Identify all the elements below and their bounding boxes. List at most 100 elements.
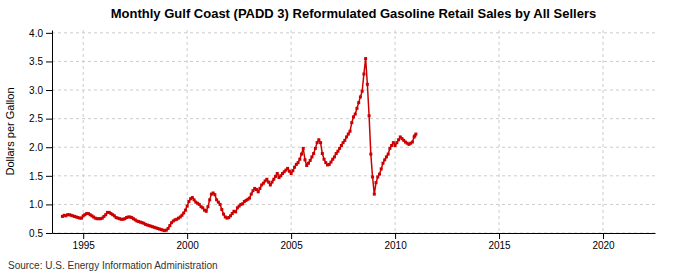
tick-mark [603,233,604,239]
tick-label: 2015 [488,240,511,251]
tick: 1995 [73,233,96,251]
marker [345,135,348,138]
marker [258,187,261,190]
tick-label: 3.0 [29,85,43,96]
marker [340,144,343,147]
marker [317,138,320,141]
tick-mark [46,61,52,62]
marker [208,198,211,201]
marker [347,133,350,136]
marker [376,175,379,178]
marker [168,224,171,227]
annotation: Source: U.S. Energy Information Administ… [8,260,218,271]
marker [385,155,388,158]
y-axis-title: Dollars per Gallon [4,87,16,175]
marker [387,153,390,156]
marker [350,121,353,124]
marker [300,153,303,156]
marker [271,181,274,184]
grid-line [395,30,396,233]
tick-mark [187,233,188,239]
marker [290,172,293,175]
marker [286,167,289,170]
marker [206,205,209,208]
marker [319,141,322,144]
marker [362,73,365,76]
grid-line [603,30,604,233]
tick: 1.5 [29,171,52,182]
tick-mark [46,147,52,148]
marker [250,193,253,196]
tick: 2.0 [29,142,52,153]
marker [394,144,397,147]
grid-line [52,90,655,91]
tick-label: 1.5 [29,171,43,182]
chart: 1995 2000 2005 2010 2015 2020 0.5 1.0 1.5 2.0 2.5 3… [0,0,675,275]
marker [361,90,364,93]
tick: 1.0 [29,199,52,210]
marker [303,158,306,161]
marker [274,175,277,178]
marker [323,158,326,161]
grid-line [52,233,655,234]
tick: 2020 [592,233,615,251]
marker [213,193,216,196]
marker [298,158,301,161]
marker [167,227,170,230]
marker [352,115,355,118]
marker [234,210,237,213]
tick-label: 3.5 [29,56,43,67]
line [62,59,415,231]
tick-label: 0.5 [29,228,43,239]
marker [307,162,310,165]
marker [395,141,398,144]
marker [310,155,313,158]
marker [390,144,393,147]
marker [309,159,312,162]
tick-label: 2.5 [29,113,43,124]
marker [219,203,222,206]
axis-line [52,31,53,234]
marker [182,211,185,214]
tick: 0.5 [29,228,52,239]
tick-label: 2005 [280,240,303,251]
marker [343,139,346,142]
marker [364,57,367,60]
marker [368,114,371,117]
marker [369,153,372,156]
tick: 4.0 [29,28,52,39]
grid-line [52,204,655,205]
marker [269,183,272,186]
tick: 2000 [177,233,200,251]
tick-mark [291,233,292,239]
marker [302,147,305,150]
tick: 3.0 [29,85,52,96]
tick-label: 1.0 [29,199,43,210]
tick-mark [395,233,396,239]
grid-line [52,175,655,176]
tick-mark [46,33,52,34]
marker [380,167,383,170]
marker [186,205,189,208]
tick: 2010 [384,233,407,251]
tick-label: 2000 [177,240,200,251]
marker [411,141,414,144]
tick-mark [46,119,52,120]
marker [184,209,187,212]
marker [293,166,296,169]
marker [248,197,251,200]
y-axis: 0.5 1.0 1.5 2.0 2.5 3.0 3.5 4.0 [29,28,52,239]
marker [267,181,270,184]
marker [222,213,225,216]
marker [312,152,315,155]
marker [321,152,324,155]
axis-line [53,233,656,234]
grid-line [83,30,84,233]
tick-label: 1995 [73,240,96,251]
tick-label: 2020 [592,240,615,251]
grid-line [52,32,655,33]
tick-label: 2.0 [29,142,43,153]
marker [276,172,279,175]
tick-mark [46,233,52,234]
tick-mark [46,204,52,205]
